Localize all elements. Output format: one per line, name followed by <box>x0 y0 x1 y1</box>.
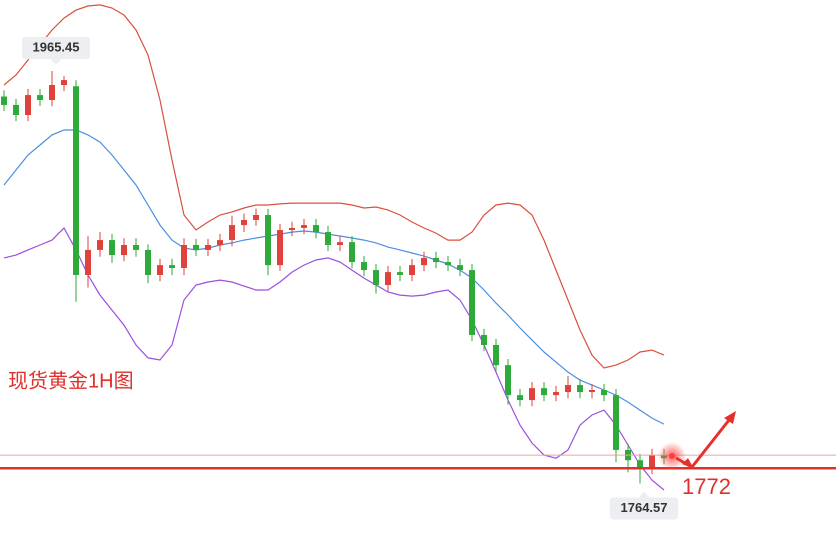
band-middle <box>3 129 665 425</box>
price-dot <box>669 453 675 459</box>
candle-body <box>277 230 283 266</box>
candle-body <box>385 272 391 286</box>
candle-body <box>541 388 547 396</box>
candle-body <box>205 244 211 250</box>
candle-body <box>433 257 439 263</box>
candle-body <box>337 242 343 245</box>
candle-body <box>301 225 307 228</box>
candle-body <box>397 272 403 275</box>
candle-body <box>481 334 487 346</box>
level-label: 1772 <box>682 474 731 499</box>
candle-body <box>97 240 103 250</box>
candle-body <box>325 232 331 245</box>
candle-body <box>73 86 79 275</box>
price-tag-box <box>610 497 678 520</box>
candle-body <box>493 345 499 366</box>
candles <box>1 70 667 484</box>
candle-body <box>169 265 175 268</box>
candle-body <box>349 242 355 263</box>
candle-body <box>13 104 19 116</box>
band-upper <box>3 4 665 369</box>
candle-body <box>601 389 607 396</box>
candle-body <box>253 215 259 220</box>
candle-body <box>469 270 475 335</box>
candle-body <box>517 395 523 401</box>
candle-body <box>553 392 559 396</box>
candle-body <box>613 395 619 450</box>
candle-body <box>157 265 163 275</box>
candle-body <box>37 95 43 101</box>
candle-body <box>421 257 427 266</box>
candle-body <box>445 262 451 266</box>
candle-body <box>217 240 223 245</box>
candle-body <box>589 389 595 393</box>
candle-body <box>361 262 367 271</box>
candle-body <box>637 460 643 469</box>
candle-body <box>505 365 511 396</box>
price-tag-label: 1764.57 <box>621 500 668 515</box>
candle-body <box>145 249 151 275</box>
chart-title: 现货黄金1H图 <box>8 369 134 392</box>
candle-body <box>133 244 139 250</box>
candle-body <box>229 225 235 241</box>
price-tag-box <box>22 36 90 59</box>
candle-body <box>109 240 115 256</box>
candle-body <box>313 225 319 233</box>
candle-body <box>1 96 7 105</box>
price-tag-pointer <box>639 491 649 498</box>
candle-body <box>409 265 415 275</box>
candle-body <box>565 385 571 393</box>
candle-body <box>241 219 247 226</box>
candle-body <box>649 455 655 469</box>
band-lower <box>3 227 665 491</box>
candle-body <box>265 215 271 266</box>
candle-body <box>85 249 91 275</box>
candle-body <box>529 388 535 401</box>
candle-body <box>49 85 55 101</box>
price-tag-pointer <box>51 58 61 65</box>
candle-body <box>25 95 31 116</box>
arrow-head <box>724 411 736 424</box>
arrow-head <box>682 458 694 469</box>
candle-body <box>289 227 295 231</box>
candle-body <box>577 385 583 393</box>
price-tag-label: 1965.45 <box>33 39 80 54</box>
candle-body <box>193 244 199 250</box>
candle-body <box>181 244 187 268</box>
candle-body <box>457 265 463 271</box>
candle-body <box>373 270 379 286</box>
candle-body <box>61 80 67 86</box>
levels: 1772 1965.45 1764.57 <box>0 36 836 520</box>
candle-body <box>121 244 127 256</box>
bands <box>3 4 665 491</box>
